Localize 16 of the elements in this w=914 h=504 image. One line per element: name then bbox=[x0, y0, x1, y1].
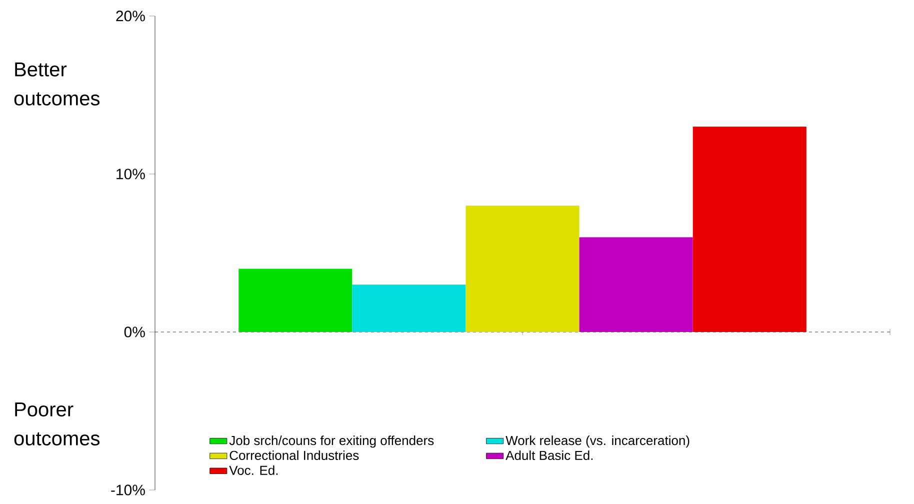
y-tick-label: 10% bbox=[116, 168, 145, 180]
bar bbox=[352, 284, 466, 332]
bar bbox=[692, 126, 806, 332]
legend-label: Voc. Ed. bbox=[229, 465, 278, 475]
legend-label: Adult Basic Ed. bbox=[506, 450, 593, 460]
legend-label: Correctional Industries bbox=[230, 450, 359, 460]
legend-label: Job srch/couns for exiting offenders bbox=[229, 436, 434, 448]
text: Poorer outcomes bbox=[14, 402, 100, 446]
bar bbox=[238, 268, 352, 332]
y-tick-label: 0% bbox=[124, 326, 145, 338]
bar bbox=[579, 237, 693, 332]
legend-label: Work release (vs. incarceration) bbox=[506, 436, 690, 448]
y-tick-label: 20% bbox=[116, 10, 145, 22]
y-tick-label: -10% bbox=[111, 484, 145, 496]
text: Better outcomes bbox=[14, 62, 100, 106]
bar bbox=[466, 206, 580, 332]
